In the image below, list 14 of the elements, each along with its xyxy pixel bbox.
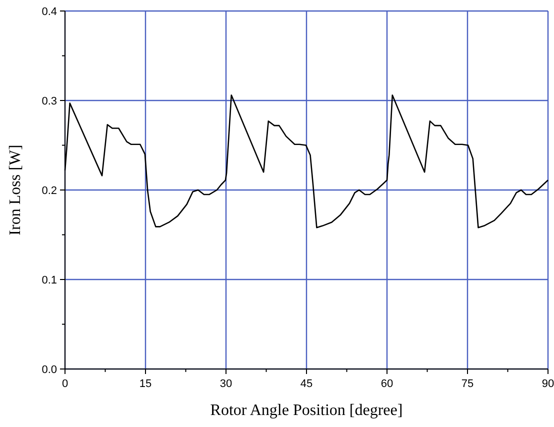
x-tick-label: 30 <box>220 378 232 390</box>
x-tick-label: 45 <box>300 378 313 390</box>
y-tick-label: 0.1 <box>42 274 57 286</box>
x-tick-label: 15 <box>139 378 152 390</box>
x-axis-title: Rotor Angle Position [degree] <box>210 402 403 419</box>
y-tick-label: 0.3 <box>42 96 57 108</box>
x-tick-label: 75 <box>461 378 474 390</box>
y-tick-label: 0.4 <box>42 6 57 18</box>
y-tick-label: 0.0 <box>42 364 57 376</box>
x-tick-label: 90 <box>542 378 554 390</box>
y-tick-label: 0.2 <box>42 185 57 197</box>
x-tick-label: 60 <box>380 378 394 390</box>
y-axis-title: Iron Loss [W] <box>7 144 24 236</box>
x-tick-label: 0 <box>62 378 68 390</box>
